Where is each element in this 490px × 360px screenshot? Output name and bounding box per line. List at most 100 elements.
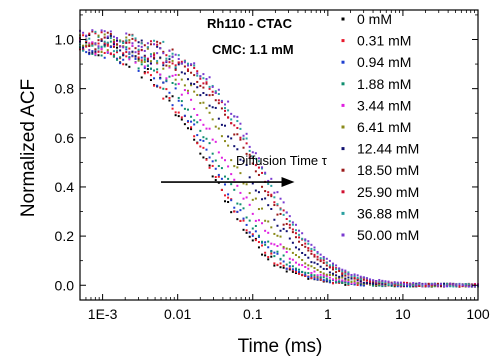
data-point	[381, 285, 384, 288]
data-point	[165, 57, 168, 60]
data-point	[193, 119, 196, 122]
data-point	[112, 55, 115, 58]
data-point	[273, 262, 276, 265]
data-point	[149, 53, 152, 56]
data-point	[294, 236, 297, 239]
data-point	[344, 279, 347, 282]
data-point	[116, 43, 119, 46]
data-point	[251, 212, 254, 215]
data-point	[196, 134, 199, 137]
data-point	[214, 125, 217, 128]
data-point	[82, 49, 85, 52]
data-point	[180, 104, 183, 107]
data-point	[467, 283, 470, 286]
data-point	[267, 179, 270, 182]
data-point	[88, 42, 91, 45]
data-point	[199, 94, 202, 97]
data-point	[384, 280, 387, 283]
data-point	[171, 74, 174, 77]
data-point	[372, 284, 375, 287]
data-point	[282, 260, 285, 263]
data-point	[257, 157, 260, 160]
data-point	[245, 132, 248, 135]
data-point	[267, 182, 270, 185]
data-point	[177, 54, 180, 57]
data-point	[353, 280, 356, 283]
data-point	[128, 47, 131, 50]
data-point	[338, 270, 341, 273]
data-point	[347, 281, 350, 284]
data-point	[177, 73, 180, 76]
data-point	[211, 152, 214, 155]
data-point	[310, 252, 313, 255]
data-point	[245, 142, 248, 145]
legend-label: 3.44 mM	[357, 97, 411, 113]
data-point	[288, 215, 291, 218]
data-point	[396, 282, 399, 285]
data-point	[415, 284, 418, 287]
data-point	[106, 43, 109, 46]
data-point	[365, 277, 368, 280]
data-point	[233, 145, 236, 148]
data-point	[267, 246, 270, 249]
data-point	[116, 57, 119, 60]
data-point	[304, 245, 307, 248]
data-point	[402, 282, 405, 285]
data-point	[362, 281, 365, 284]
data-point	[202, 73, 205, 76]
data-point	[162, 40, 165, 43]
data-point	[322, 272, 325, 275]
data-point	[208, 87, 211, 90]
data-point	[301, 270, 304, 273]
data-point	[359, 280, 362, 283]
data-point	[353, 275, 356, 278]
data-point	[418, 284, 421, 287]
data-point	[125, 51, 128, 54]
data-point	[233, 178, 236, 181]
data-point	[362, 284, 365, 287]
data-point	[261, 240, 264, 243]
data-point	[143, 67, 146, 70]
data-point	[205, 81, 208, 84]
data-point	[227, 116, 230, 119]
data-point	[264, 254, 267, 257]
data-point	[177, 99, 180, 102]
data-point	[162, 97, 165, 100]
data-point	[122, 40, 125, 43]
data-point	[335, 279, 338, 282]
data-point	[116, 51, 119, 54]
data-point	[85, 44, 88, 47]
data-point	[183, 65, 186, 68]
data-point	[276, 234, 279, 237]
data-point	[156, 61, 159, 64]
data-point	[353, 277, 356, 280]
data-point	[177, 111, 180, 114]
data-point	[375, 283, 378, 286]
data-point	[214, 90, 217, 93]
data-point	[251, 239, 254, 242]
data-point	[140, 63, 143, 66]
data-point	[214, 176, 217, 179]
data-point	[171, 104, 174, 107]
data-point	[88, 37, 91, 40]
data-point	[190, 128, 193, 131]
data-point	[196, 93, 199, 96]
data-point	[174, 68, 177, 71]
data-point	[248, 231, 251, 234]
data-point	[335, 268, 338, 271]
data-point	[344, 274, 347, 277]
data-point	[288, 265, 291, 268]
data-point	[91, 30, 94, 33]
data-point	[322, 259, 325, 262]
data-point	[313, 276, 316, 279]
data-point	[291, 231, 294, 234]
data-point	[248, 156, 251, 159]
data-point	[331, 274, 334, 277]
data-point	[294, 261, 297, 264]
data-point	[230, 159, 233, 162]
data-point	[319, 257, 322, 260]
data-point	[319, 253, 322, 256]
data-point	[214, 179, 217, 182]
x-tick-label: 0.1	[243, 306, 263, 322]
data-point	[276, 191, 279, 194]
